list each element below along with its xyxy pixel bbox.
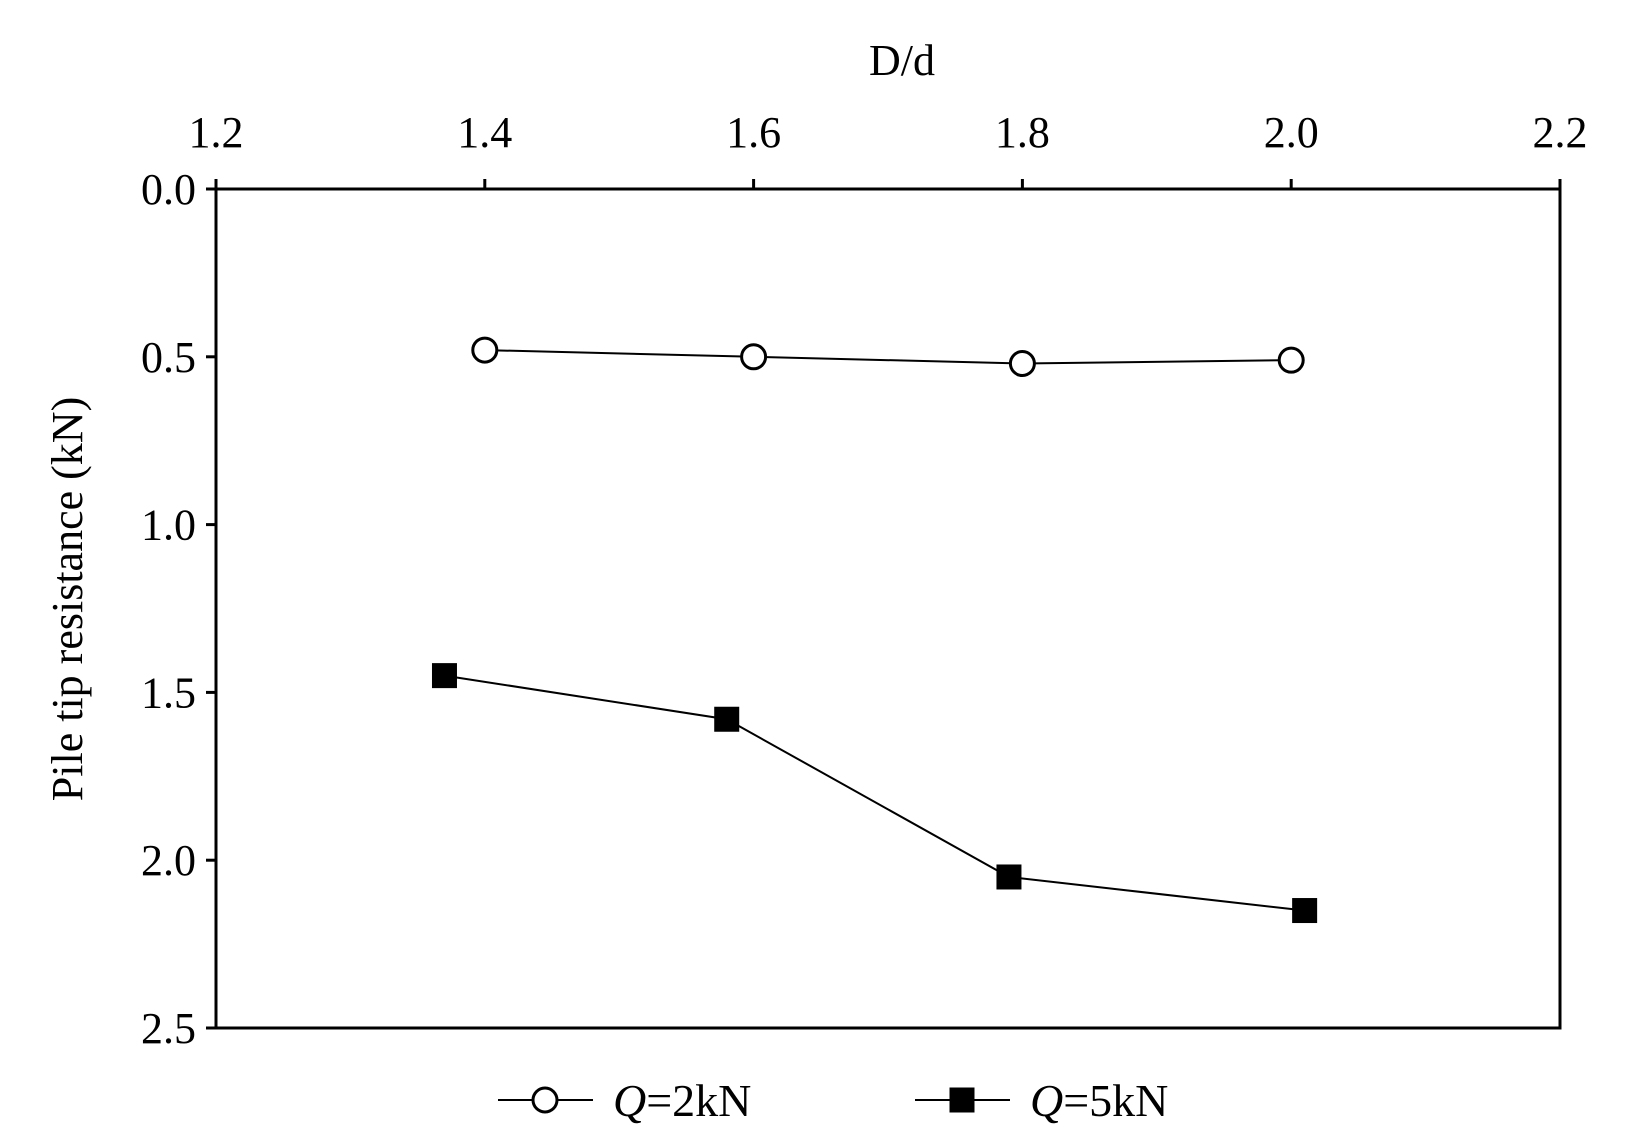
x-tick-label: 1.8 bbox=[995, 108, 1050, 157]
legend-label: Q=2kN bbox=[613, 1075, 751, 1126]
x-tick-label: 1.2 bbox=[189, 108, 244, 157]
legend-marker bbox=[531, 1086, 559, 1114]
series-1-point bbox=[740, 343, 768, 371]
x-tick-label: 1.4 bbox=[457, 108, 512, 157]
series-2-point bbox=[996, 864, 1022, 890]
series-2-point bbox=[714, 706, 740, 732]
x-tick-label: 1.6 bbox=[726, 108, 781, 157]
legend-marker bbox=[949, 1087, 975, 1113]
series-1-line bbox=[484, 349, 1292, 365]
plot-area: 1.2 1.4 1.6 1.8 2.0 2.2 0.0 0.5 1.0 1.5 2.0 2.5 bbox=[141, 108, 1588, 1053]
y-tick-label: 0.5 bbox=[141, 333, 196, 382]
legend: Q=2kN Q=5kN bbox=[498, 1075, 1168, 1126]
series-2-point bbox=[431, 663, 457, 689]
legend-label: Q=5kN bbox=[1030, 1075, 1168, 1126]
series-1-point bbox=[1008, 350, 1036, 378]
series-2-point bbox=[1292, 898, 1318, 924]
series-1-point bbox=[1277, 346, 1305, 374]
plot-frame bbox=[214, 187, 1562, 1030]
x-tick-label: 2.0 bbox=[1264, 108, 1319, 157]
y-tick-label: 1.5 bbox=[141, 668, 196, 717]
y-tick-label: 1.0 bbox=[141, 501, 196, 550]
y-tick-label: 0.0 bbox=[141, 165, 196, 214]
series-2-line bbox=[444, 674, 1305, 912]
y-tick-label: 2.5 bbox=[141, 1004, 196, 1053]
x-axis-title: D/d bbox=[869, 36, 935, 85]
x-tick-label: 2.2 bbox=[1533, 108, 1588, 157]
y-axis-title: Pile tip resistance (kN) bbox=[43, 397, 92, 801]
y-tick-label: 2.0 bbox=[141, 836, 196, 885]
series-1-point bbox=[471, 336, 499, 364]
